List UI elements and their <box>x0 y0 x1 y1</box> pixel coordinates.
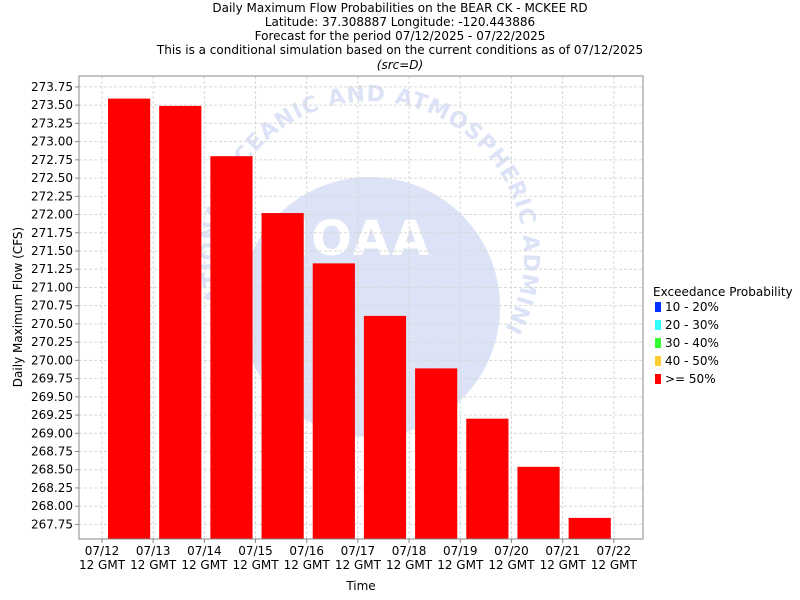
y-tick-label: 267.75 <box>31 517 73 531</box>
legend-swatch <box>655 356 661 366</box>
x-tick-time-label: 12 GMT <box>284 558 331 572</box>
x-tick-date-label: 07/13 <box>136 544 171 558</box>
x-axis-title: Time <box>345 579 375 593</box>
y-tick-label: 268.25 <box>31 481 73 495</box>
x-tick-time-label: 12 GMT <box>540 558 587 572</box>
x-tick-time-label: 12 GMT <box>130 558 177 572</box>
chart-title: Daily Maximum Flow Probabilities on the … <box>156 1 643 72</box>
y-tick-label: 271.00 <box>31 280 73 294</box>
x-tick-time-label: 12 GMT <box>386 558 433 572</box>
y-tick-label: 273.25 <box>31 116 73 130</box>
legend-swatch <box>655 374 661 384</box>
flow-bar <box>108 98 151 539</box>
x-tick-date-label: 07/20 <box>494 544 529 558</box>
x-tick-time-label: 12 GMT <box>437 558 484 572</box>
title-line-1: Daily Maximum Flow Probabilities on the … <box>212 1 587 15</box>
chart-subtitle: (src=D) <box>377 58 423 72</box>
x-tick-date-label: 07/16 <box>289 544 324 558</box>
y-tick-label: 270.25 <box>31 335 73 349</box>
x-tick-time-label: 12 GMT <box>335 558 382 572</box>
legend-swatch <box>655 302 661 312</box>
y-tick-label: 269.25 <box>31 408 73 422</box>
flow-bar <box>363 315 407 539</box>
flow-bar <box>312 263 355 539</box>
flow-bar <box>261 213 304 540</box>
flow-bar <box>415 368 458 539</box>
y-tick-label: 269.50 <box>31 390 73 404</box>
y-tick-label: 268.50 <box>31 463 73 477</box>
y-tick-label: 271.50 <box>31 244 73 258</box>
title-line-3: Forecast for the period 07/12/2025 - 07/… <box>255 29 546 43</box>
y-axis: 267.75 268.00 268.25 268.50 268.75 269.00 269.… <box>31 80 79 531</box>
x-tick-date-label: 07/14 <box>187 544 222 558</box>
y-tick-label: 270.75 <box>31 299 73 313</box>
x-tick-date-label: 07/12 <box>85 544 120 558</box>
legend-item-label: 20 - 30% <box>665 318 719 332</box>
x-tick-time-label: 12 GMT <box>233 558 280 572</box>
legend-item-label: >= 50% <box>665 372 716 386</box>
y-tick-label: 268.00 <box>31 499 73 513</box>
flow-bar <box>466 418 509 539</box>
x-tick-time-label: 12 GMT <box>488 558 535 572</box>
y-tick-label: 273.75 <box>31 80 73 94</box>
y-tick-label: 272.25 <box>31 189 73 203</box>
y-tick-label: 269.00 <box>31 426 73 440</box>
x-tick-date-label: 07/19 <box>443 544 478 558</box>
y-tick-label: 272.00 <box>31 208 73 222</box>
legend: Exceedance Probability 10 - 20% 20 - 30% 3… <box>653 285 793 386</box>
legend-swatch <box>655 338 661 348</box>
title-line-2: Latitude: 37.308887 Longitude: -120.4438… <box>265 15 535 29</box>
y-tick-label: 271.25 <box>31 262 73 276</box>
y-tick-label: 272.50 <box>31 171 73 185</box>
x-tick-date-label: 07/21 <box>545 544 580 558</box>
x-tick-time-label: 12 GMT <box>181 558 228 572</box>
flow-bar <box>517 466 560 539</box>
x-tick-date-label: 07/15 <box>238 544 273 558</box>
x-tick-date-label: 07/18 <box>392 544 427 558</box>
title-line-4: This is a conditional simulation based o… <box>156 43 643 57</box>
legend-item-label: 10 - 20% <box>665 300 719 314</box>
flow-bar <box>210 156 253 540</box>
x-tick-date-label: 07/17 <box>341 544 376 558</box>
y-axis-title: Daily Maximum Flow (CFS) <box>11 227 25 387</box>
x-tick-time-label: 12 GMT <box>591 558 638 572</box>
y-tick-label: 270.50 <box>31 317 73 331</box>
y-tick-label: 270.00 <box>31 353 73 367</box>
legend-title: Exceedance Probability <box>653 285 793 299</box>
y-tick-label: 273.00 <box>31 135 73 149</box>
legend-swatch <box>655 320 661 330</box>
legend-item-label: 40 - 50% <box>665 354 719 368</box>
bars-group <box>108 98 611 540</box>
y-tick-label: 271.75 <box>31 226 73 240</box>
plot-frame <box>78 75 644 540</box>
y-tick-label: 268.75 <box>31 445 73 459</box>
flow-bar <box>568 517 611 539</box>
flow-bar <box>159 105 202 540</box>
y-tick-label: 272.75 <box>31 153 73 167</box>
y-tick-label: 269.75 <box>31 372 73 386</box>
x-tick-time-label: 12 GMT <box>79 558 126 572</box>
legend-item-label: 30 - 40% <box>665 336 719 350</box>
y-tick-label: 273.50 <box>31 98 73 112</box>
x-tick-date-label: 07/22 <box>597 544 632 558</box>
